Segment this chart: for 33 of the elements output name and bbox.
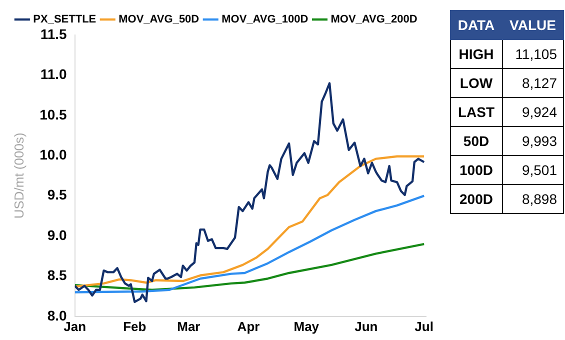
y-tick-label: 10.0 [40, 146, 68, 162]
text: 9,993 [522, 133, 557, 149]
text: 11,105 [515, 46, 557, 62]
x-tick-label: Apr [237, 318, 260, 334]
text: VALUE [502, 10, 564, 40]
text: 9,924 [522, 104, 557, 120]
text: 9,501 [522, 162, 557, 178]
y-tick-label: 10.5 [40, 106, 68, 122]
y-tick-label: 9.5 [47, 186, 68, 203]
x-tick-label: Jun [354, 318, 378, 334]
category-label: 100D [450, 156, 502, 184]
category-label: HIGH [450, 40, 502, 68]
y-tick-label: 8.5 [47, 267, 68, 284]
x-tick-label: Feb [123, 318, 146, 334]
category-label: LAST [450, 98, 502, 126]
text: 8,127 [522, 75, 557, 91]
text: 8,898 [522, 191, 557, 207]
y-tick-label: 8.0 [47, 307, 68, 324]
text: DATA [450, 10, 502, 40]
y-axis-title: USD/mt (000s) [11, 132, 26, 219]
category-label: 200D [450, 184, 502, 214]
x-tick-label: May [294, 318, 320, 334]
legend-label: MOV_AVG_50D [118, 14, 200, 26]
y-tick-label: 9.0 [47, 226, 68, 243]
legend-label: PX_SETTLE [33, 14, 96, 26]
x-tick-label: Mar [177, 318, 200, 334]
legend-label: MOV_AVG_100D [222, 14, 308, 26]
x-tick-label: Jul [414, 318, 434, 334]
y-tick-label: 11.5 [40, 26, 68, 42]
legend-label: MOV_AVG_200D [330, 14, 418, 26]
y-tick-label: 11.0 [40, 66, 68, 82]
category-label: 50D [450, 126, 502, 156]
category-label: LOW [450, 68, 502, 98]
